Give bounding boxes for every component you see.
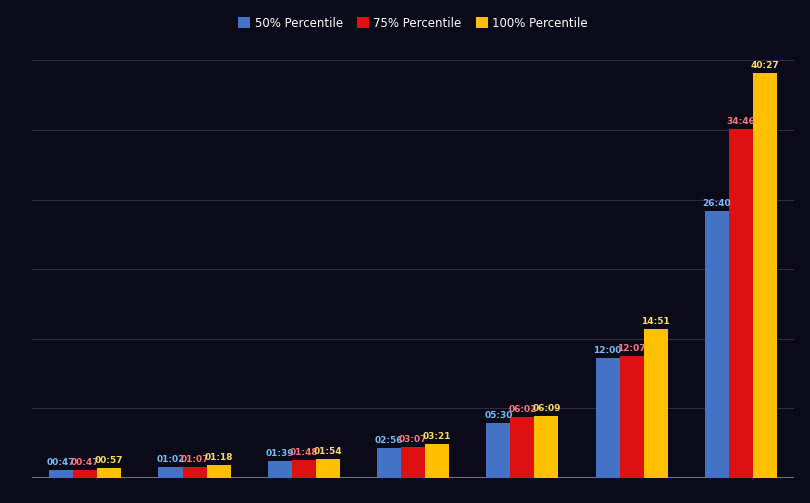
Text: 00:47: 00:47 bbox=[71, 458, 100, 467]
Text: 14:51: 14:51 bbox=[642, 317, 670, 326]
Text: 01:39: 01:39 bbox=[266, 449, 294, 458]
Text: 02:56: 02:56 bbox=[375, 437, 403, 446]
Text: 01:48: 01:48 bbox=[289, 448, 318, 457]
Bar bbox=[159, 467, 182, 478]
Text: 06:09: 06:09 bbox=[532, 404, 561, 413]
Bar bbox=[510, 417, 535, 478]
Bar bbox=[268, 461, 292, 478]
Bar bbox=[753, 72, 777, 478]
Bar bbox=[49, 470, 73, 478]
Text: 34:46: 34:46 bbox=[727, 118, 756, 126]
Text: 40:27: 40:27 bbox=[751, 60, 779, 69]
Text: 05:30: 05:30 bbox=[484, 411, 513, 420]
Text: 00:57: 00:57 bbox=[95, 456, 124, 465]
Bar bbox=[292, 460, 316, 478]
Bar bbox=[620, 357, 644, 478]
Legend: 50% Percentile, 75% Percentile, 100% Percentile: 50% Percentile, 75% Percentile, 100% Per… bbox=[233, 12, 593, 34]
Bar bbox=[316, 459, 340, 478]
Text: 00:47: 00:47 bbox=[47, 458, 75, 467]
Bar bbox=[182, 467, 207, 478]
Text: 06:02: 06:02 bbox=[508, 405, 536, 414]
Bar bbox=[97, 468, 122, 478]
Text: 03:21: 03:21 bbox=[423, 432, 451, 441]
Bar bbox=[377, 449, 401, 478]
Text: 01:18: 01:18 bbox=[204, 453, 232, 462]
Bar bbox=[535, 416, 558, 478]
Text: 03:07: 03:07 bbox=[399, 435, 428, 444]
Text: 01:07: 01:07 bbox=[181, 455, 209, 464]
Bar bbox=[425, 444, 450, 478]
Text: 01:54: 01:54 bbox=[313, 447, 342, 456]
Bar bbox=[729, 129, 753, 478]
Bar bbox=[207, 465, 231, 478]
Bar bbox=[595, 358, 620, 478]
Bar bbox=[401, 447, 425, 478]
Text: 12:07: 12:07 bbox=[617, 345, 646, 354]
Bar bbox=[73, 470, 97, 478]
Bar bbox=[644, 329, 667, 478]
Text: 26:40: 26:40 bbox=[702, 199, 731, 208]
Bar bbox=[486, 423, 510, 478]
Text: 12:00: 12:00 bbox=[594, 346, 622, 355]
Text: 01:02: 01:02 bbox=[156, 456, 185, 464]
Bar bbox=[705, 211, 729, 478]
